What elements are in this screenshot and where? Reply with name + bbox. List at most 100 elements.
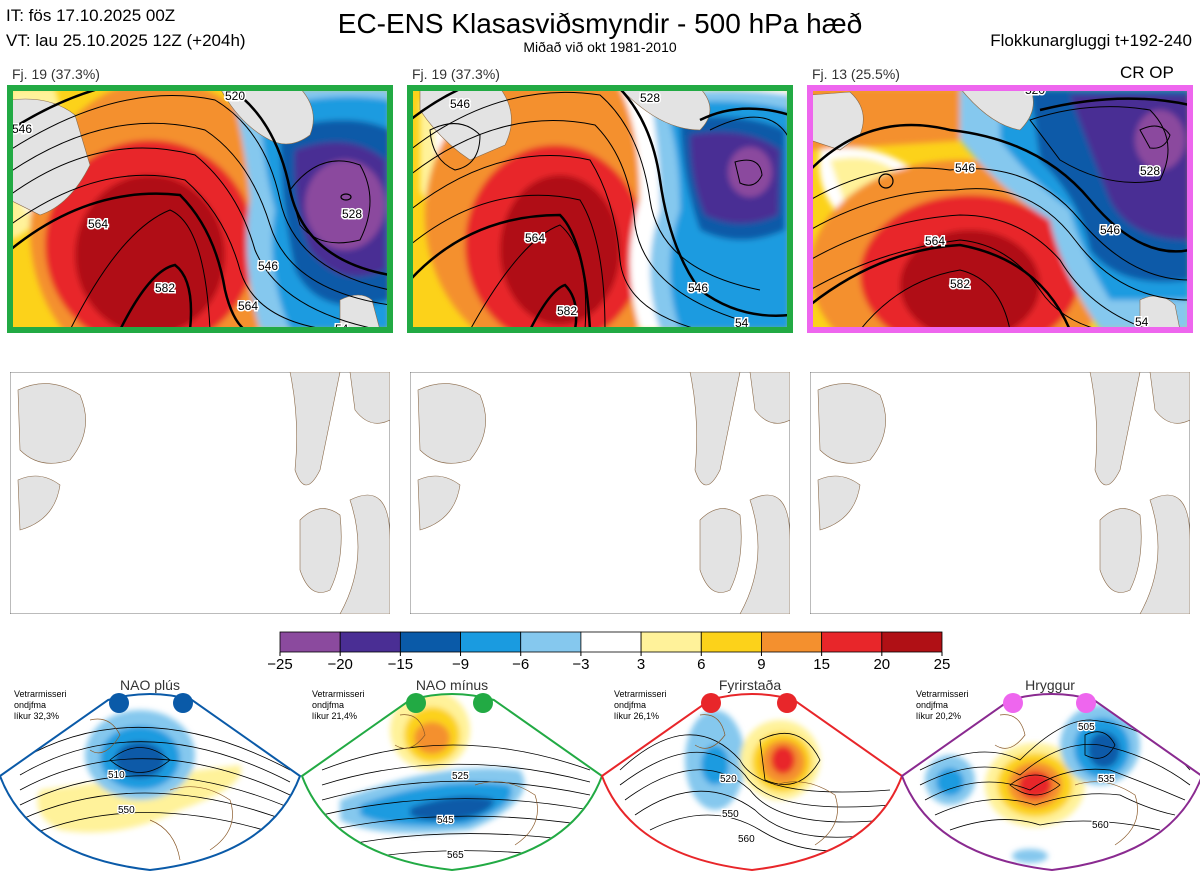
regime-1-contour-550: 550	[118, 805, 135, 816]
colorbar-tick-label: −15	[388, 656, 413, 673]
regime-2-dot-left	[406, 693, 426, 713]
regime-4-contour-505: 505	[1078, 722, 1095, 733]
regime-4-contour-560: 560	[1092, 820, 1109, 831]
regime-4-frame	[900, 693, 1200, 871]
regime-3-contour-550: 550	[722, 809, 739, 820]
colorbar-tick-label: −25	[267, 656, 292, 673]
regime-4-stat-2: ondjfma	[916, 700, 948, 710]
colorbar-swatch	[399, 631, 461, 653]
regime-3-frame	[600, 693, 904, 871]
p1-contour-546b: 546	[258, 259, 278, 273]
regime-2-frame	[300, 693, 604, 871]
colorbar-swatch	[881, 631, 943, 653]
p2-contour-582: 582	[557, 304, 577, 318]
regime-2-stat-2: ondjfma	[312, 700, 344, 710]
regime-2-stat-3: líkur 21,4%	[312, 711, 357, 721]
regime-1-stat-3: líkur 32,3%	[14, 711, 59, 721]
regime-1-frame	[0, 693, 302, 871]
page-subtitle: Miðað við okt 1981-2010	[523, 39, 677, 55]
regime-2-contour-565: 565	[447, 850, 464, 861]
page-title: EC-ENS Klasasviðsmyndir - 500 hPa hæð	[337, 8, 863, 39]
panel-1-label: Fj. 19 (37.3%)	[12, 66, 100, 82]
colorbar-swatch	[339, 631, 401, 653]
colorbar-swatch	[700, 631, 762, 653]
land-map-1	[10, 372, 390, 614]
colorbar-tick-label: 9	[757, 656, 765, 673]
regime-3-contour-560: 560	[738, 834, 755, 845]
regime-4-stat-1: Vetrarmisseri	[916, 689, 969, 699]
p1-contour-54: 54	[335, 322, 349, 336]
land-map-2	[410, 372, 790, 614]
panel-3-map: 546 564 582 528 546 520 54	[810, 83, 1190, 330]
regime-4-contour-535: 535	[1098, 774, 1115, 785]
p1-contour-564b: 564	[238, 299, 258, 313]
regime-4-dot-left	[1003, 693, 1023, 713]
p3-contour-528: 528	[1140, 164, 1160, 178]
regime-4-dot-right	[1076, 693, 1096, 713]
p2-contour-54: 54	[735, 316, 749, 330]
panel-1-map: 546 564 582 528 546 564 54 520	[10, 88, 390, 336]
colorbar-tick-label: 20	[873, 656, 890, 673]
panel-3-label: Fj. 13 (25.5%)	[812, 66, 900, 82]
control-run-tag: CR OP	[1120, 63, 1174, 82]
regime-2-contour-525: 525	[452, 771, 469, 782]
p1-contour-564: 564	[88, 217, 108, 231]
p2-contour-546: 546	[450, 97, 470, 111]
colorbar-tick-label: 25	[934, 656, 951, 673]
colorbar-swatch	[761, 631, 823, 653]
p3-contour-54: 54	[1135, 315, 1149, 329]
p2-contour-546b: 546	[688, 281, 708, 295]
p1-contour-528: 528	[342, 207, 362, 221]
regime-3-dot-left	[701, 693, 721, 713]
p1-contour-546: 546	[12, 122, 32, 136]
regime-1-title: NAO plús	[120, 677, 180, 693]
colorbar-tick-label: 15	[813, 656, 830, 673]
regime-1-dot-right	[173, 693, 193, 713]
panel-2-label: Fj. 19 (37.3%)	[412, 66, 500, 82]
p3-contour-546b: 546	[1100, 223, 1120, 237]
regime-3-dot-right	[777, 693, 797, 713]
regime-2-stat-1: Vetrarmisseri	[312, 689, 365, 699]
regime-3-contour-520: 520	[720, 774, 737, 785]
regime-3-stat-3: líkur 26,1%	[614, 711, 659, 721]
colorbar: −25 −20 −15 −9 −6 −3 3 6 9 15 20 25	[267, 631, 951, 673]
land-maps	[10, 372, 1190, 614]
colorbar-tick-label: −20	[327, 656, 352, 673]
colorbar-swatch	[460, 631, 522, 653]
colorbar-swatch	[520, 631, 582, 653]
colorbar-tick-label: −6	[512, 656, 529, 673]
colorbar-swatch	[821, 631, 883, 653]
regime-2-title: NAO mínus	[416, 677, 488, 693]
colorbar-tick-label: 3	[637, 656, 645, 673]
regime-1-dot-left	[109, 693, 129, 713]
panel-2-frame	[407, 85, 793, 333]
panel-3-frame	[807, 85, 1193, 333]
colorbar-tick-label: 6	[697, 656, 705, 673]
regime-4-stat-3: líkur 20,2%	[916, 711, 961, 721]
p3-contour-564: 564	[925, 234, 945, 248]
colorbar-swatch	[279, 631, 341, 653]
regime-3-stat-1: Vetrarmisseri	[614, 689, 667, 699]
regime-1-stat-2: ondjfma	[14, 700, 46, 710]
land-map-3	[810, 372, 1190, 614]
regime-3-title: Fyrirstaða	[719, 677, 781, 693]
regime-2-contour-545: 545	[437, 815, 454, 826]
p1-contour-582: 582	[155, 281, 175, 295]
regime-1-contour-510: 510	[108, 770, 125, 781]
regime-3-stat-2: ondjfma	[614, 700, 646, 710]
p2-contour-528: 528	[640, 91, 660, 105]
panel-2-map: 546 564 582 528 546 54	[410, 88, 790, 330]
p1-contour-520: 520	[225, 89, 245, 103]
p3-contour-520: 520	[1025, 83, 1045, 97]
regime-2-dot-right	[473, 693, 493, 713]
init-time: IT: fös 17.10.2025 00Z	[6, 6, 176, 25]
valid-time: VT: lau 25.10.2025 12Z (+204h)	[6, 31, 246, 50]
p2-contour-564: 564	[525, 231, 545, 245]
p3-contour-582: 582	[950, 277, 970, 291]
colorbar-tick-label: −3	[572, 656, 589, 673]
p3-contour-546: 546	[955, 161, 975, 175]
colorbar-tick-label: −9	[452, 656, 469, 673]
colorbar-swatch	[640, 631, 702, 653]
